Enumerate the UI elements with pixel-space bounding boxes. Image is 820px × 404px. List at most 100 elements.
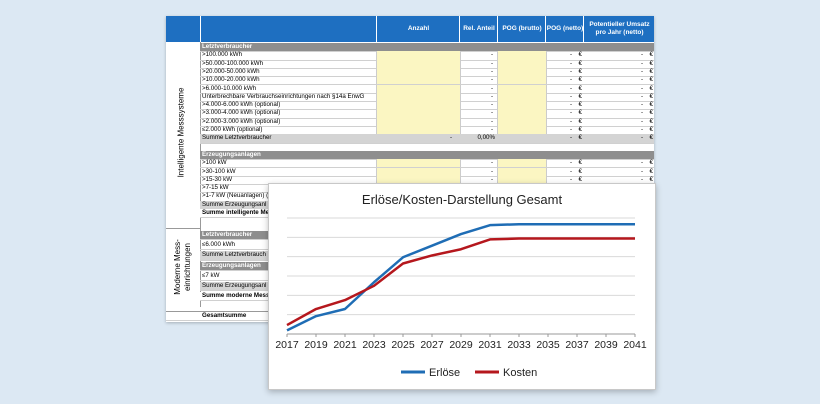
row-label: >15-30 kW — [202, 175, 233, 183]
x-tick-label: 2027 — [420, 339, 444, 351]
pog-brutto-input-cell[interactable] — [497, 59, 547, 68]
row-label: Erzeugungsanlagen — [202, 261, 261, 269]
euro-sign: € — [649, 92, 653, 100]
x-tick-label: 2023 — [362, 339, 386, 351]
anzahl-input-cell[interactable] — [376, 101, 461, 110]
umsatz-value: - — [640, 51, 643, 59]
row-label: Unterbrechbare Verbrauchseinrichtungen n… — [202, 92, 365, 100]
anzahl-input-cell[interactable] — [376, 175, 461, 185]
euro-sign: € — [649, 159, 653, 167]
group-label-moderne: Moderne Mess-einrichtungen — [173, 239, 192, 295]
pog-netto-value: - — [569, 159, 572, 167]
row-label: Summe moderne Mess — [202, 292, 270, 300]
series-line-kosten — [286, 237, 635, 327]
x-tick-label: 2021 — [333, 339, 357, 351]
euro-sign: € — [649, 117, 653, 125]
group-label-cell: Moderne Mess-einrichtungen — [166, 228, 201, 307]
row-label: >6.000-10.000 kWh — [202, 84, 257, 92]
umsatz-value: - — [640, 84, 643, 92]
pog-netto-value: - — [569, 117, 572, 125]
x-tick-label: 2035 — [536, 339, 560, 351]
row-label: >10.000-20.000 kWh — [202, 76, 260, 84]
umsatz-value: - — [640, 92, 643, 100]
rel-anteil-value: - — [490, 92, 493, 100]
x-tick-label: 2031 — [478, 339, 502, 351]
legend-label: Erlöse — [429, 367, 460, 379]
euro-sign: € — [649, 67, 653, 75]
anzahl-input-cell[interactable] — [376, 167, 461, 176]
total-label: Gesamtsumme — [202, 312, 247, 319]
row-label: >4.000-6.000 kWh (optional) — [202, 101, 281, 109]
pog-brutto-input-cell[interactable] — [497, 126, 547, 135]
pog-brutto-input-cell[interactable] — [497, 175, 547, 185]
euro-sign: € — [578, 126, 582, 133]
umsatz-value: - — [640, 76, 643, 84]
euro-sign: € — [649, 126, 653, 133]
sum-anzahl: - — [449, 134, 452, 142]
header-pog-brutto: POG (brutto) — [497, 16, 546, 42]
chart-window[interactable]: Erlöse/Kosten-Darstellung Gesamt 2017 2019… — [268, 183, 656, 390]
row-label: >3.000-4.000 kWh (optional) — [202, 109, 281, 117]
x-tick-label: 2025 — [391, 339, 415, 351]
rel-anteil-value: - — [490, 51, 493, 59]
row-label: Summe intelligente Me — [202, 209, 270, 216]
euro-sign: € — [649, 76, 653, 84]
row-label: ≤7 kW — [202, 271, 220, 279]
header-anzahl: Anzahl — [376, 16, 460, 42]
pog-brutto-input-cell[interactable] — [497, 76, 547, 85]
anzahl-input-cell[interactable] — [376, 76, 461, 85]
anzahl-input-cell[interactable] — [376, 109, 461, 118]
row-label: Letztverbraucher — [202, 231, 253, 238]
pog-brutto-input-cell[interactable] — [497, 159, 547, 168]
row-label: Summe Erzeugungsanl — [202, 200, 267, 208]
anzahl-input-cell[interactable] — [376, 59, 461, 68]
anzahl-input-cell[interactable] — [376, 51, 461, 60]
pog-netto-value: - — [569, 51, 572, 59]
umsatz-value: - — [640, 109, 643, 117]
anzahl-input-cell[interactable] — [376, 126, 461, 135]
rel-anteil-value: - — [490, 101, 493, 109]
rel-anteil-value: - — [490, 67, 493, 75]
x-tick-label: 2019 — [304, 339, 328, 351]
header-pog-netto: POG (netto) — [545, 16, 584, 42]
euro-sign: € — [578, 167, 582, 175]
pog-brutto-input-cell[interactable] — [497, 117, 547, 126]
header-rel-anteil: Rel. Anteil — [459, 16, 498, 42]
sum-row: Summe Letztverbraucher -0,00% - € - € — [200, 134, 654, 144]
anzahl-input-cell[interactable] — [376, 84, 461, 93]
row-label: >100.000 kWh — [202, 51, 243, 59]
pog-brutto-input-cell[interactable] — [497, 67, 547, 77]
euro-sign: € — [649, 134, 653, 142]
anzahl-input-cell[interactable] — [376, 159, 461, 168]
pog-brutto-input-cell[interactable] — [497, 84, 547, 93]
x-tick-label: 2017 — [275, 339, 299, 351]
pog-brutto-input-cell[interactable] — [497, 109, 547, 118]
anzahl-input-cell[interactable] — [376, 92, 461, 102]
pog-netto-value: - — [569, 67, 572, 75]
pog-netto-value: - — [569, 134, 572, 142]
pog-brutto-input-cell[interactable] — [497, 101, 547, 110]
euro-sign: € — [578, 159, 582, 167]
row-label: >50.000-100.000 kWh — [202, 59, 264, 67]
umsatz-value: - — [640, 59, 643, 67]
pog-brutto-input-cell[interactable] — [497, 92, 547, 102]
anzahl-input-cell[interactable] — [376, 67, 461, 77]
euro-sign: € — [578, 76, 582, 84]
pog-brutto-input-cell[interactable] — [497, 167, 547, 176]
row-label: >7-15 kW — [202, 184, 229, 192]
pog-netto-value: - — [569, 59, 572, 67]
x-tick-label: 2037 — [565, 339, 589, 351]
row-label: ≤2.000 kWh (optional) — [202, 126, 263, 133]
umsatz-value: - — [640, 101, 643, 109]
euro-sign: € — [578, 117, 582, 125]
anzahl-input-cell[interactable] — [376, 117, 461, 126]
euro-sign: € — [649, 175, 653, 183]
pog-netto-value: - — [569, 167, 572, 175]
euro-sign: € — [578, 67, 582, 75]
umsatz-value: - — [640, 67, 643, 75]
row-label: Erzeugungsanlagen — [202, 150, 261, 158]
umsatz-value: - — [640, 134, 643, 142]
rel-anteil-value: - — [490, 117, 493, 125]
line-chart: Erlöse/Kosten-Darstellung Gesamt 2017 2019… — [275, 192, 647, 379]
pog-brutto-input-cell[interactable] — [497, 51, 547, 60]
